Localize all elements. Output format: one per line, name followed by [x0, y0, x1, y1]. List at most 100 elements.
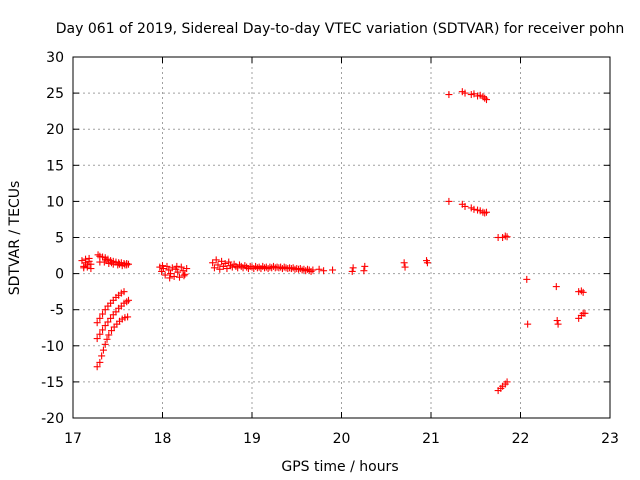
- data-point: [161, 271, 169, 279]
- data-point: [120, 288, 128, 296]
- data-point: [181, 270, 189, 278]
- x-axis-label: GPS time / hours: [281, 459, 398, 475]
- data-point: [93, 363, 101, 371]
- data-point: [177, 263, 185, 271]
- data-point: [159, 265, 167, 273]
- data-point: [124, 313, 132, 321]
- data-point: [96, 330, 104, 338]
- data-point: [174, 268, 182, 276]
- data-point: [360, 267, 368, 275]
- data-point: [99, 326, 107, 334]
- data-point: [101, 306, 109, 314]
- data-point: [170, 272, 178, 280]
- data-point: [87, 265, 95, 273]
- y-tick-label: 15: [46, 158, 64, 174]
- data-point: [470, 90, 478, 98]
- data-point: [218, 257, 226, 265]
- data-points: [78, 88, 589, 395]
- data-point: [104, 318, 112, 326]
- data-point: [348, 267, 356, 275]
- grid: [73, 57, 610, 418]
- x-tick-label: 18: [154, 431, 172, 447]
- data-point: [554, 320, 562, 328]
- data-point: [99, 346, 107, 354]
- data-point: [309, 266, 317, 274]
- data-point: [183, 265, 191, 273]
- data-point: [83, 263, 91, 271]
- data-point: [579, 288, 587, 296]
- data-point: [80, 264, 88, 272]
- data-point: [214, 261, 222, 269]
- data-point: [361, 262, 369, 270]
- data-point: [423, 259, 431, 267]
- y-tick-label: -20: [41, 411, 64, 427]
- y-tick-label: -10: [41, 339, 64, 355]
- data-point: [166, 274, 174, 282]
- y-tick-label: 25: [46, 86, 64, 102]
- data-point: [165, 266, 173, 274]
- data-point: [221, 259, 229, 267]
- data-point: [82, 255, 90, 263]
- data-point: [320, 267, 328, 275]
- data-point: [482, 208, 490, 216]
- data-point: [349, 264, 357, 272]
- data-point: [173, 262, 181, 270]
- data-point: [461, 89, 469, 97]
- tick-labels: 17 18 19 20 21 22 23 -20 -15 -10 -5 0 5 10 15 20 25 30: [41, 50, 619, 447]
- data-point: [523, 275, 531, 283]
- y-tick-label: -15: [41, 375, 64, 391]
- x-tick-label: 17: [64, 431, 82, 447]
- plot-frame: [72, 56, 611, 419]
- data-point: [329, 266, 337, 274]
- data-point: [400, 259, 408, 267]
- data-point: [116, 260, 124, 268]
- x-tick-label: 22: [512, 431, 530, 447]
- data-point: [96, 358, 104, 366]
- x-tick-label: 20: [333, 431, 351, 447]
- data-point: [93, 319, 101, 327]
- data-point: [101, 322, 109, 330]
- y-tick-label: 5: [55, 231, 64, 247]
- y-tick-label: 20: [46, 122, 64, 138]
- data-point: [107, 327, 115, 335]
- data-point: [503, 378, 511, 386]
- data-point: [78, 257, 86, 265]
- data-point: [168, 264, 176, 272]
- data-point: [461, 202, 469, 210]
- data-point: [107, 259, 115, 267]
- data-point: [216, 265, 224, 273]
- data-point: [121, 261, 129, 269]
- data-point: [524, 320, 532, 328]
- data-point: [101, 340, 109, 348]
- data-point: [105, 331, 113, 339]
- data-point: [96, 314, 104, 322]
- data-point: [98, 352, 106, 360]
- x-tick-label: 21: [422, 431, 440, 447]
- data-point: [179, 267, 187, 275]
- data-point: [167, 270, 175, 278]
- x-tick-label: 19: [243, 431, 261, 447]
- data-point: [85, 254, 93, 262]
- data-point: [209, 259, 217, 267]
- data-point: [124, 260, 132, 268]
- data-point: [159, 262, 166, 270]
- data-point: [93, 335, 101, 343]
- y-tick-label: 30: [46, 50, 64, 66]
- data-point: [212, 256, 220, 264]
- data-point: [107, 314, 115, 322]
- y-tick-label: 0: [55, 267, 64, 283]
- data-point: [124, 296, 132, 304]
- data-point: [315, 265, 323, 273]
- data-point: [112, 308, 120, 316]
- data-point: [503, 233, 511, 241]
- data-point: [445, 91, 453, 99]
- data-point: [102, 256, 110, 264]
- data-point: [401, 263, 409, 271]
- data-point: [163, 262, 171, 270]
- data-point: [482, 96, 490, 104]
- data-point: [180, 272, 188, 280]
- y-tick-label: 10: [46, 194, 64, 210]
- x-tick-label: 23: [601, 431, 619, 447]
